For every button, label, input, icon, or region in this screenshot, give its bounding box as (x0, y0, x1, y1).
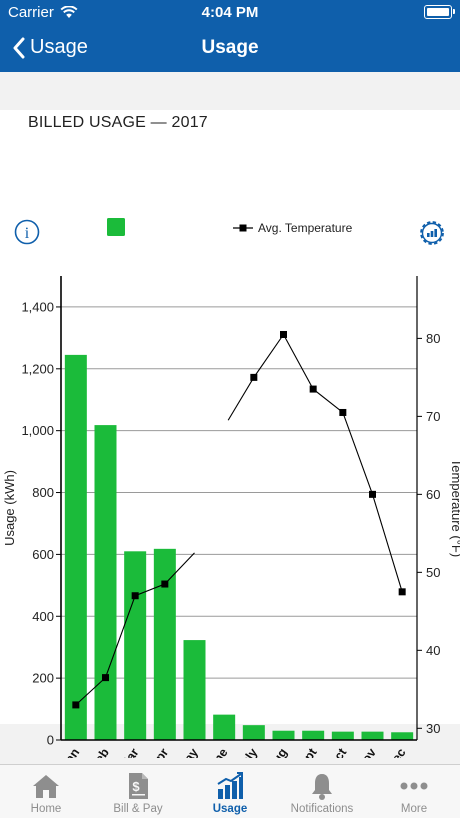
tab-notifications-label: Notifications (290, 803, 354, 815)
temperature-legend-label: Avg. Temperature (258, 221, 353, 235)
section-title: BILLED USAGE — 2017 (28, 114, 208, 131)
y-tick-label: 600 (32, 547, 54, 562)
tab-more-label: More (400, 803, 428, 815)
navigation-bar: Usage Usage (0, 26, 460, 72)
y2-tick-label: 80 (426, 331, 440, 346)
axes-layer (56, 276, 422, 741)
y-tick-label: 0 (47, 733, 54, 748)
svg-text:$: $ (132, 779, 140, 794)
y2-tick-label: 40 (426, 643, 440, 658)
y-tick-label: 200 (32, 671, 54, 686)
more-icon (399, 771, 429, 801)
bell-icon (310, 771, 334, 801)
chart-gear-icon (420, 221, 444, 245)
y-tick-label: 1,000 (21, 423, 54, 438)
usage-bar (213, 714, 236, 740)
y2-tick-label: 30 (426, 721, 440, 736)
x-tick-label: Sept (293, 745, 320, 758)
tab-bill-pay[interactable]: $ Bill & Pay (92, 765, 184, 818)
y-tick-label: 1,200 (21, 361, 54, 376)
temperature-legend-marker (239, 224, 247, 232)
usage-bar (272, 730, 295, 740)
battery-icon (424, 5, 455, 19)
home-icon (32, 771, 60, 801)
info-glyph: i (25, 225, 30, 242)
usage-bar (183, 640, 206, 740)
usage-bar (302, 730, 325, 740)
x-tick-label: Mar (117, 746, 141, 758)
x-tick-label: July (234, 746, 260, 758)
temperature-point (339, 408, 347, 416)
carrier-group: Carrier (8, 4, 78, 21)
y2-tick-label: 70 (426, 409, 440, 424)
tab-bill-pay-label: Bill & Pay (113, 803, 163, 815)
usage-bar (94, 425, 117, 740)
chart-settings-button[interactable] (420, 221, 444, 245)
grid-layer (61, 306, 417, 679)
tab-home[interactable]: Home (0, 765, 92, 818)
x-tick-label: Jan (58, 746, 82, 758)
temperature-line (253, 333, 403, 592)
x-tick-label: June (202, 746, 230, 758)
usage-bar (64, 354, 87, 740)
tab-home-label: Home (30, 803, 62, 815)
temperature-point (280, 330, 287, 338)
usage-chart-svg: i Avg. Temperature (2, 218, 460, 758)
usage-bar (242, 725, 265, 740)
back-button[interactable]: Usage (12, 36, 88, 59)
status-time: 4:04 PM (201, 4, 259, 21)
y-tick-label: 800 (32, 485, 54, 500)
temperature-point (102, 674, 109, 682)
usage-bar (153, 548, 176, 740)
x-tick-label: Aug (265, 746, 290, 758)
chevron-left-icon (13, 37, 25, 58)
y2-tick-label: 50 (426, 565, 440, 580)
usage-chart: i Avg. Temperature (0, 144, 460, 758)
usage-bar (391, 732, 414, 740)
content-area: BILLED USAGE — 2017 i Avg. Temperature (0, 72, 460, 764)
info-button[interactable]: i (14, 219, 40, 245)
temperature-point (309, 385, 317, 393)
temperature-line-layer (72, 330, 406, 709)
bars-layer (64, 354, 414, 740)
temperature-point (369, 490, 376, 498)
x-tick-label: Apr (147, 746, 171, 758)
y-axis-title: Usage (kWh) (2, 470, 17, 546)
y2-tick-label: 60 (426, 487, 440, 502)
tab-notifications[interactable]: Notifications (276, 765, 368, 818)
temperature-legend: Avg. Temperature (233, 221, 353, 235)
usage-bar (124, 551, 147, 740)
temperature-point (72, 701, 80, 709)
info-circle-icon (14, 219, 40, 245)
y-tick-label: 1,400 (21, 299, 54, 314)
bill-icon: $ (126, 771, 150, 801)
status-bar: Carrier 4:04 PM (0, 0, 460, 26)
temperature-line-lead (227, 377, 255, 421)
wifi-icon (60, 6, 78, 18)
temperature-point (131, 592, 139, 600)
back-label: Usage (30, 36, 88, 58)
usage-legend-swatch (107, 218, 125, 236)
x-tick-label: May (176, 746, 201, 758)
y2-axis-title: Temperature (°F) (449, 459, 460, 557)
tab-usage[interactable]: Usage (184, 765, 276, 818)
x-tick-label: Feb (88, 745, 112, 758)
temperature-point (161, 580, 169, 588)
usage-bar (331, 731, 354, 740)
temperature-point (398, 588, 406, 596)
usage-bar (361, 731, 384, 740)
tab-more[interactable]: More (368, 765, 460, 818)
x-tick-label: Nov (354, 746, 379, 758)
x-tick-label: Dec (384, 746, 409, 758)
x-tick-label: Oct (326, 745, 350, 758)
temperature-point (250, 373, 258, 381)
y-tick-label: 400 (32, 609, 54, 624)
tab-usage-label: Usage (212, 803, 248, 815)
usage-chart-icon (216, 771, 244, 801)
carrier-label: Carrier (8, 4, 54, 21)
tab-bar: Home $ Bill & Pay Usage (0, 764, 460, 818)
